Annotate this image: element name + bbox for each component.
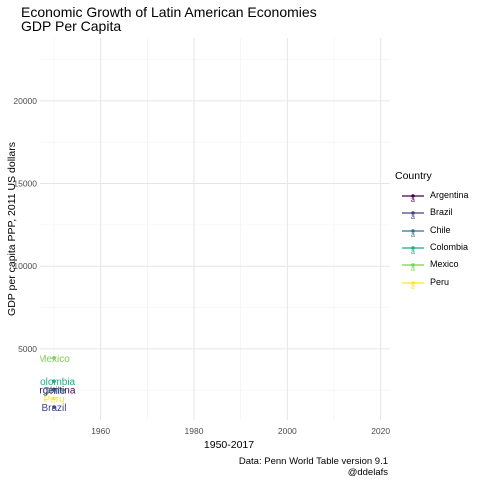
point-label-mexico: Mexico [38, 354, 70, 365]
caption-source: Data: Penn World Table version 9.1 [238, 456, 388, 467]
data-point-peru [52, 396, 56, 401]
svg-text:a: a [411, 232, 415, 239]
chart-subtitle: GDP Per Capita [21, 18, 122, 34]
legend-key-brazil: a [402, 211, 424, 221]
y-tick-label: 15000 [13, 179, 37, 189]
legend-label-mexico: Mexico [430, 259, 459, 270]
data-point-brazil [52, 405, 56, 409]
legend-key-mexico: a [402, 263, 424, 273]
x-tick-label: 2000 [278, 426, 297, 436]
legend-title: Country [395, 170, 432, 182]
y-tick-label: 5000 [18, 344, 37, 354]
point-label-chile: Chile [43, 386, 66, 397]
y-axis-label: GDP per capita PPP, 2011 US dollars [6, 142, 18, 316]
caption-handle: @ddelafs [347, 467, 388, 478]
x-tick-label: 1980 [185, 426, 204, 436]
x-tick-label: 1960 [91, 426, 110, 436]
y-tick-label: 10000 [13, 261, 37, 271]
chart-title: Economic Growth of Latin American Econom… [21, 4, 317, 20]
legend-key-chile: a [402, 228, 424, 239]
legend-item-chile: a Chile [400, 223, 480, 239]
legend-item-peru: a Peru [400, 275, 480, 291]
svg-text:a: a [411, 249, 415, 256]
legend-item-mexico: a Mexico [400, 257, 480, 273]
x-axis-label: 1950-2017 [204, 439, 254, 451]
point-label-brazil: Brazil [41, 403, 66, 414]
svg-text:a: a [411, 214, 415, 221]
legend-label-chile: Chile [430, 224, 451, 235]
data-point-chile [52, 388, 56, 393]
axis-ticks: 1960 1980 2000 2020 5000 10000 15000 20000 [13, 96, 390, 436]
x-tick-label: 2020 [371, 426, 390, 436]
legend-label-colombia: Colombia [430, 241, 469, 252]
point-label-colombia: Colombia [33, 377, 76, 388]
point-label-argentina: Argentina [33, 385, 76, 396]
series-points [52, 356, 56, 409]
legend-item-argentina: a Argentina [400, 188, 480, 204]
data-point-colombia [52, 379, 56, 383]
legend-label-peru: Peru [430, 276, 450, 287]
data-point-mexico [52, 356, 56, 360]
svg-text:a: a [411, 197, 415, 204]
legend-item-colombia: a Colombia [400, 240, 480, 256]
grid-lines [40, 38, 390, 420]
legend-item-brazil: a Brazil [400, 205, 480, 221]
y-tick-label: 20000 [13, 96, 37, 106]
legend-label-brazil: Brazil [430, 207, 453, 218]
svg-text:a: a [411, 284, 415, 291]
legend-key-colombia: a [402, 246, 424, 256]
point-label-peru: Peru [43, 395, 64, 406]
svg-text:a: a [411, 266, 415, 273]
legend-label-argentina: Argentina [430, 190, 469, 200]
legend-key-peru: a [402, 280, 424, 291]
legend-key-argentina: a [402, 194, 424, 204]
